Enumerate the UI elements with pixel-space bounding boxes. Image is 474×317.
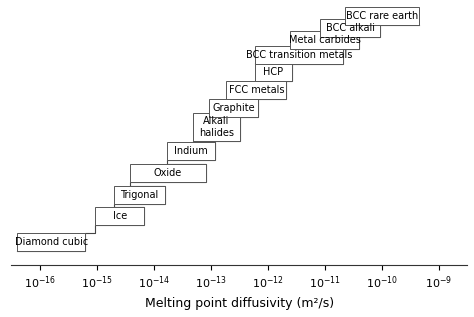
FancyBboxPatch shape <box>17 233 85 251</box>
Text: BCC transition metals: BCC transition metals <box>246 50 352 60</box>
FancyBboxPatch shape <box>255 46 343 64</box>
Text: Graphite: Graphite <box>212 103 255 113</box>
FancyBboxPatch shape <box>114 185 165 204</box>
FancyBboxPatch shape <box>210 99 258 117</box>
Text: BCC rare earth: BCC rare earth <box>346 11 418 21</box>
Text: Oxide: Oxide <box>154 168 182 178</box>
Text: Ice: Ice <box>112 211 127 221</box>
Text: Alkali
halides: Alkali halides <box>199 116 234 138</box>
X-axis label: Melting point diffusivity (m²/s): Melting point diffusivity (m²/s) <box>145 297 334 310</box>
Text: Metal carbides: Metal carbides <box>289 35 361 45</box>
FancyBboxPatch shape <box>291 31 359 49</box>
Text: HCP: HCP <box>264 67 283 77</box>
FancyBboxPatch shape <box>193 113 240 141</box>
Text: Diamond cubic: Diamond cubic <box>15 237 88 247</box>
FancyBboxPatch shape <box>255 63 292 81</box>
FancyBboxPatch shape <box>167 142 215 160</box>
Text: Indium: Indium <box>174 146 208 156</box>
FancyBboxPatch shape <box>345 7 419 25</box>
Text: FCC metals: FCC metals <box>228 85 284 95</box>
FancyBboxPatch shape <box>227 81 286 99</box>
FancyBboxPatch shape <box>95 207 144 225</box>
Text: Trigonal: Trigonal <box>120 190 159 200</box>
FancyBboxPatch shape <box>320 19 380 37</box>
FancyBboxPatch shape <box>129 164 207 182</box>
Text: BCC alkali: BCC alkali <box>326 23 375 33</box>
